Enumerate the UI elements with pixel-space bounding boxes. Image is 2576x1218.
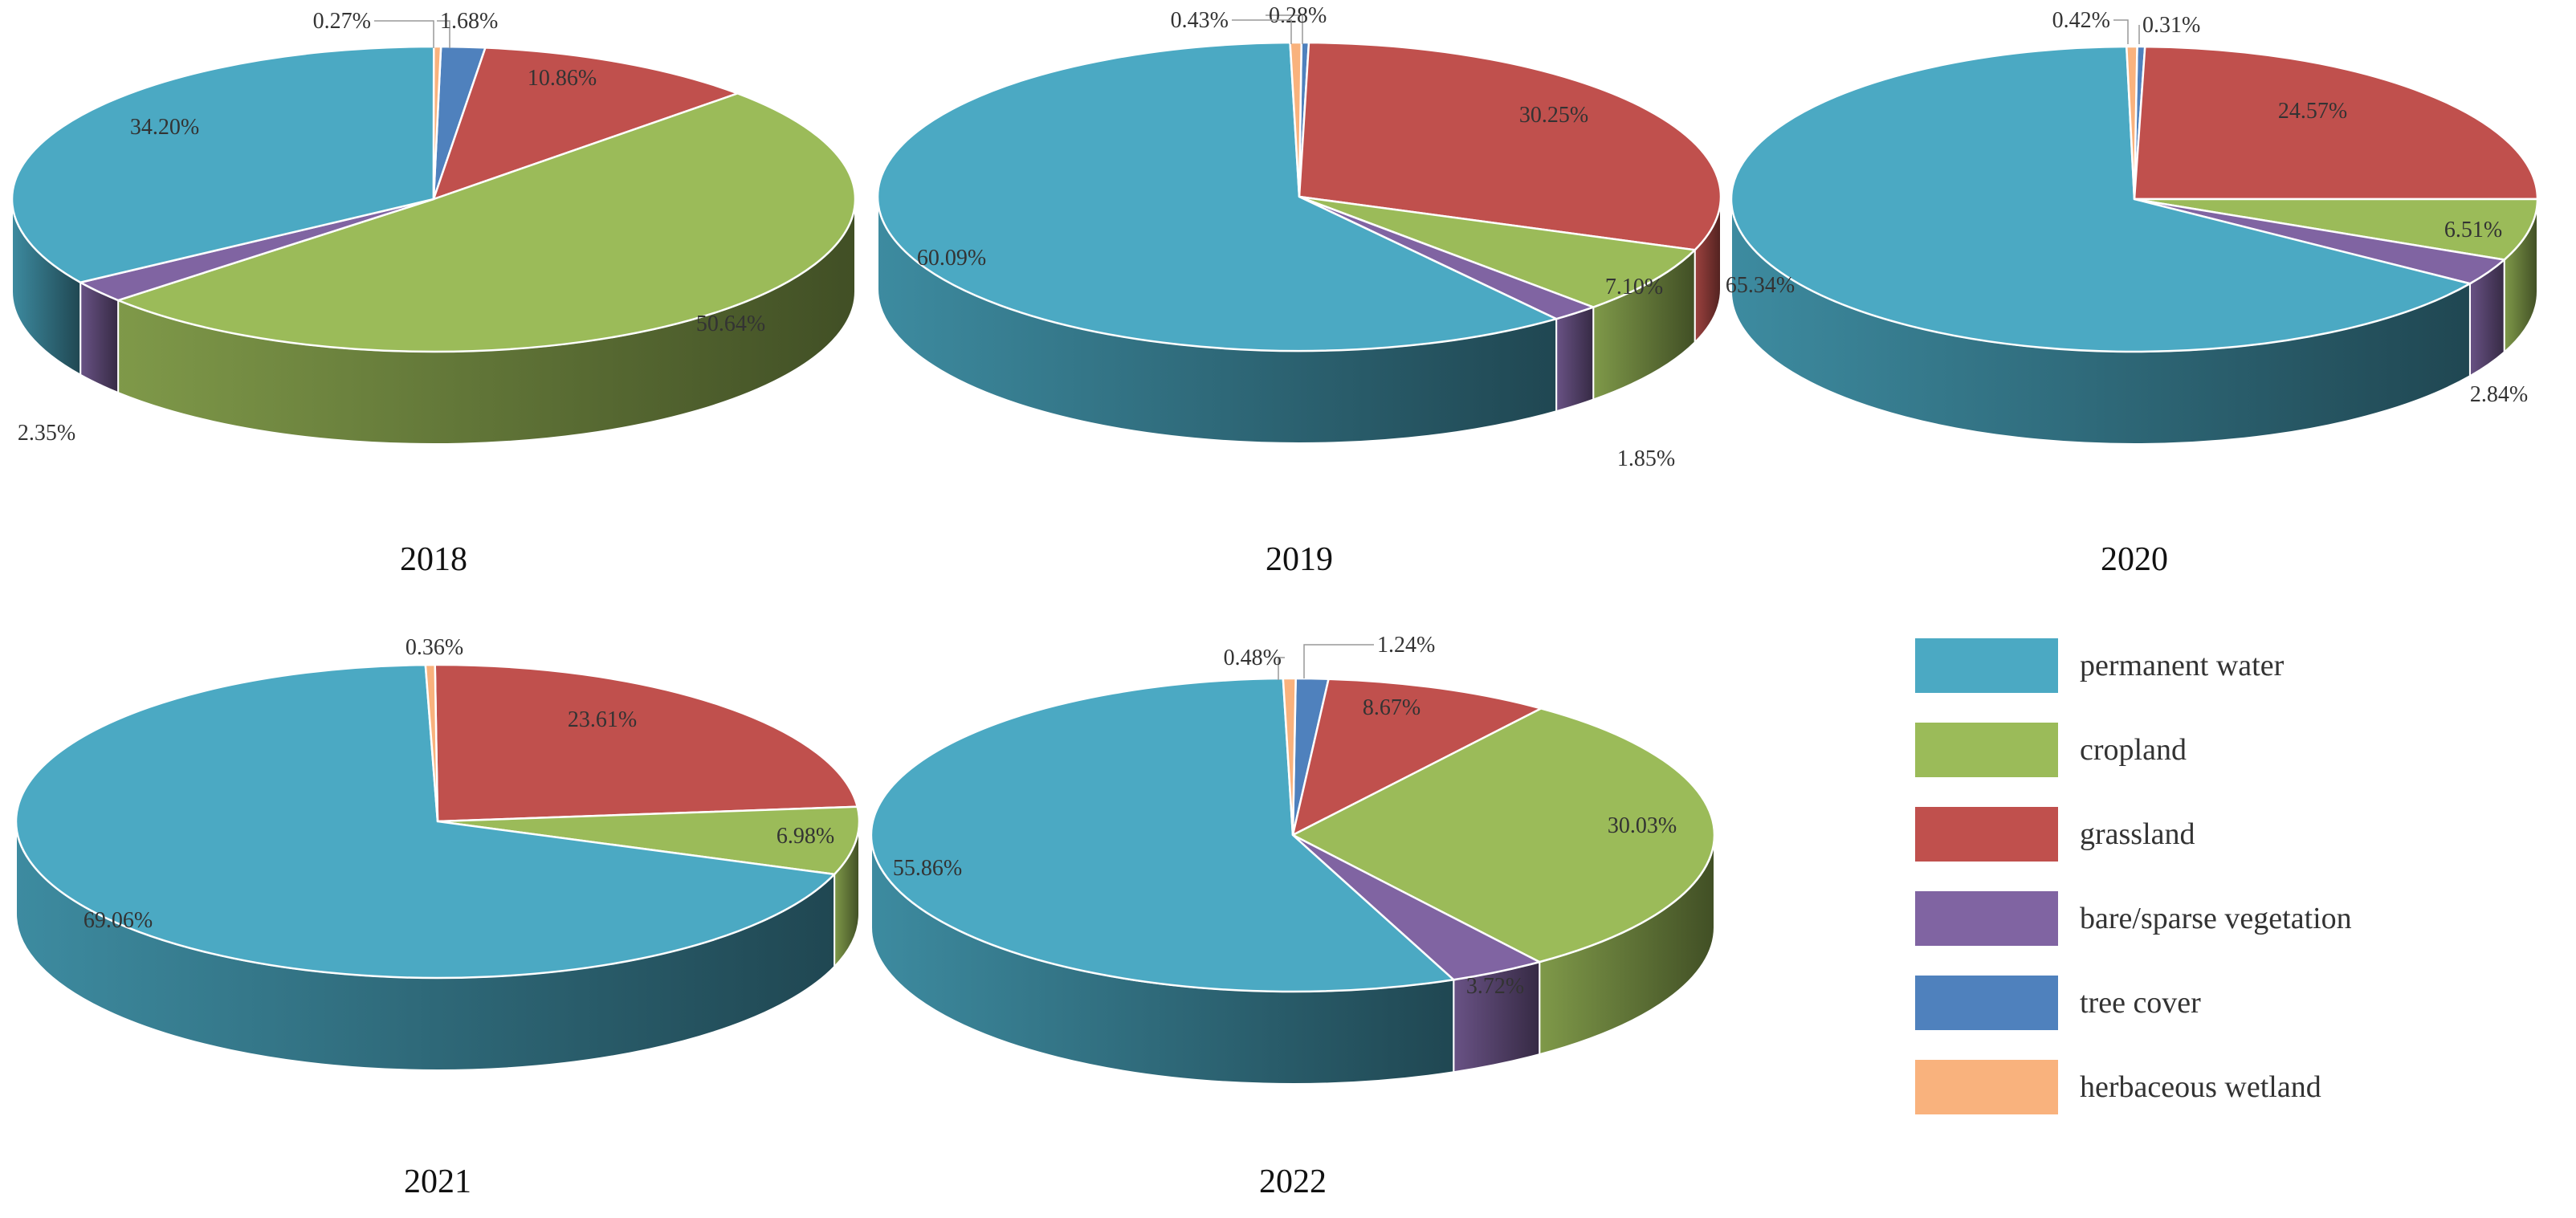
label-herbaceous-wetland-2018: 0.27% <box>313 9 371 34</box>
label-herbaceous-wetland-2022: 0.48% <box>1224 646 1282 670</box>
label-permanent-water-2020: 65.34% <box>1726 273 1795 298</box>
slice-grassland-2021 <box>434 663 859 823</box>
data-labels-2020: 0.31% 24.57% 6.51% 2.84% 65.34% 0.42% <box>1726 8 2528 407</box>
legend-item-cropland: cropland <box>1915 723 2187 777</box>
pie-top-2022 <box>870 677 1716 993</box>
label-permanent-water-2018: 34.20% <box>130 115 199 140</box>
slice-grassland-2022 <box>1291 678 1544 837</box>
pie-charts: 1.68% 10.86% 50.64% 2.35% 34.20% 0.27% 2018 0.2… <box>10 3 2539 1200</box>
label-herbaceous-wetland-2021: 0.36% <box>406 635 463 660</box>
leader-line-herbaceous-wetland-2019 <box>1232 19 1292 44</box>
legend-item-grassland: grassland <box>1915 807 2195 862</box>
legend-label-bare-sparse-vegetation: bare/sparse vegetation <box>2080 902 2352 935</box>
year-label-2021: 2021 <box>404 1163 471 1200</box>
label-bare-sparse-vegetation-2018: 2.35% <box>18 421 75 446</box>
legend-swatch-tree-cover <box>1915 976 2058 1030</box>
label-grassland-2021: 23.61% <box>568 707 637 732</box>
year-label-2019: 2019 <box>1266 541 1333 578</box>
label-herbaceous-wetland-2020: 0.42% <box>2052 8 2110 33</box>
side-bare-sparse-vegetation-2019 <box>1555 306 1595 413</box>
slice-grassland-2018 <box>431 47 741 202</box>
legend-swatch-herbaceous-wetland <box>1915 1060 2058 1114</box>
slice-permanent-water-2018 <box>10 45 435 284</box>
slice-grassland-2019 <box>1298 41 1722 251</box>
pie-top-2020 <box>1730 45 2539 353</box>
legend-swatch-permanent-water <box>1915 638 2058 693</box>
label-bare-sparse-vegetation-2020: 2.84% <box>2470 382 2528 407</box>
legend-item-tree-cover: tree cover <box>1915 976 2201 1030</box>
label-bare-sparse-vegetation-2022: 3.72% <box>1466 974 1524 999</box>
label-grassland-2022: 8.67% <box>1363 695 1420 720</box>
leader-line-tree-cover-2022 <box>1303 644 1374 678</box>
pie-top-2018 <box>10 45 857 353</box>
year-label-2020: 2020 <box>2101 541 2168 578</box>
legend-label-permanent-water: permanent water <box>2080 649 2285 682</box>
label-grassland-2018: 10.86% <box>528 66 597 91</box>
year-label-2018: 2018 <box>400 541 467 578</box>
pie-side-2019 <box>877 196 1722 444</box>
data-labels-2022: 1.24% 8.67% 30.03% 3.72% 55.86% 0.48% <box>893 633 1677 999</box>
slice-herbaceous-wetland-2022 <box>1282 677 1297 836</box>
slice-cropland-2020 <box>2134 198 2539 261</box>
label-bare-sparse-vegetation-2019: 1.85% <box>1617 446 1675 471</box>
label-permanent-water-2019: 60.09% <box>917 246 986 271</box>
pie-chart-2019: 0.28% 30.25% 7.10% 1.85% 60.09% 0.43% 2019 <box>876 3 1722 578</box>
label-permanent-water-2022: 55.86% <box>893 856 962 881</box>
leader-line-herbaceous-wetland-2018 <box>374 20 434 48</box>
label-permanent-water-2021: 69.06% <box>84 908 153 933</box>
leader-line-tree-cover-2019 <box>1266 14 1303 44</box>
slice-cropland-2018 <box>115 92 857 353</box>
label-cropland-2021: 6.98% <box>776 824 834 849</box>
legend-label-cropland: cropland <box>2080 733 2187 767</box>
legend-swatch-grassland <box>1915 807 2058 862</box>
slice-permanent-water-2022 <box>870 677 1457 993</box>
legend-item-herbaceous-wetland: herbaceous wetland <box>1915 1060 2321 1114</box>
leader-line-herbaceous-wetland-2022 <box>1278 657 1285 680</box>
legend-item-bare-sparse-vegetation: bare/sparse vegetation <box>1915 891 2352 946</box>
legend-swatch-bare-sparse-vegetation <box>1915 891 2058 946</box>
label-tree-cover-2018: 1.68% <box>440 9 498 34</box>
slice-grassland-2020 <box>2133 45 2539 201</box>
label-herbaceous-wetland-2019: 0.43% <box>1171 8 1229 33</box>
leader-line-herbaceous-wetland-2020 <box>2113 19 2129 44</box>
pie-side-2022 <box>870 834 1715 1085</box>
slice-cropland-2019 <box>1298 195 1698 308</box>
legend: permanent water cropland grassland bare/spa… <box>1915 638 2352 1114</box>
label-cropland-2022: 30.03% <box>1608 813 1677 838</box>
label-cropland-2020: 6.51% <box>2444 218 2502 242</box>
pie-chart-2020: 0.31% 24.57% 6.51% 2.84% 65.34% 0.42% 2020 <box>1726 8 2539 578</box>
data-labels-2021: 23.61% 6.98% 69.06% 0.36% <box>84 635 834 933</box>
legend-item-permanent-water: permanent water <box>1915 638 2285 693</box>
legend-label-grassland: grassland <box>2080 817 2195 851</box>
slice-herbaceous-wetland-2019 <box>1289 41 1303 198</box>
data-labels-2018: 1.68% 10.86% 50.64% 2.35% 34.20% 0.27% <box>18 9 765 446</box>
slice-cropland-2021 <box>437 805 861 876</box>
pie-chart-2021: 23.61% 6.98% 69.06% 0.36% 2021 <box>14 635 861 1200</box>
label-tree-cover-2022: 1.24% <box>1377 633 1435 658</box>
slice-permanent-water-2020 <box>1730 45 2473 353</box>
year-label-2022: 2022 <box>1259 1163 1327 1200</box>
label-grassland-2019: 30.25% <box>1519 103 1588 128</box>
label-tree-cover-2019: 0.28% <box>1269 3 1327 28</box>
data-labels-2019: 0.28% 30.25% 7.10% 1.85% 60.09% 0.43% <box>917 3 1675 471</box>
legend-label-tree-cover: tree cover <box>2080 986 2201 1020</box>
label-cropland-2018: 50.64% <box>696 312 765 336</box>
pie-top-2021 <box>14 663 861 980</box>
label-cropland-2019: 7.10% <box>1605 275 1663 299</box>
slice-cropland-2022 <box>1290 707 1716 963</box>
legend-label-herbaceous-wetland: herbaceous wetland <box>2080 1070 2321 1104</box>
slice-herbaceous-wetland-2020 <box>2125 45 2138 200</box>
pie-chart-2018: 1.68% 10.86% 50.64% 2.35% 34.20% 0.27% 2018 <box>10 9 857 578</box>
pie-chart-2022: 1.24% 8.67% 30.03% 3.72% 55.86% 0.48% 2022 <box>870 633 1716 1200</box>
legend-swatch-cropland <box>1915 723 2058 777</box>
leader-line-tree-cover-2018 <box>437 20 450 48</box>
label-grassland-2020: 24.57% <box>2278 99 2347 124</box>
label-tree-cover-2020: 0.31% <box>2142 13 2200 38</box>
slice-permanent-water-2019 <box>876 41 1559 352</box>
slice-permanent-water-2021 <box>14 663 837 980</box>
slice-herbaceous-wetland-2021 <box>424 663 439 822</box>
pie-top-2019 <box>876 41 1722 352</box>
